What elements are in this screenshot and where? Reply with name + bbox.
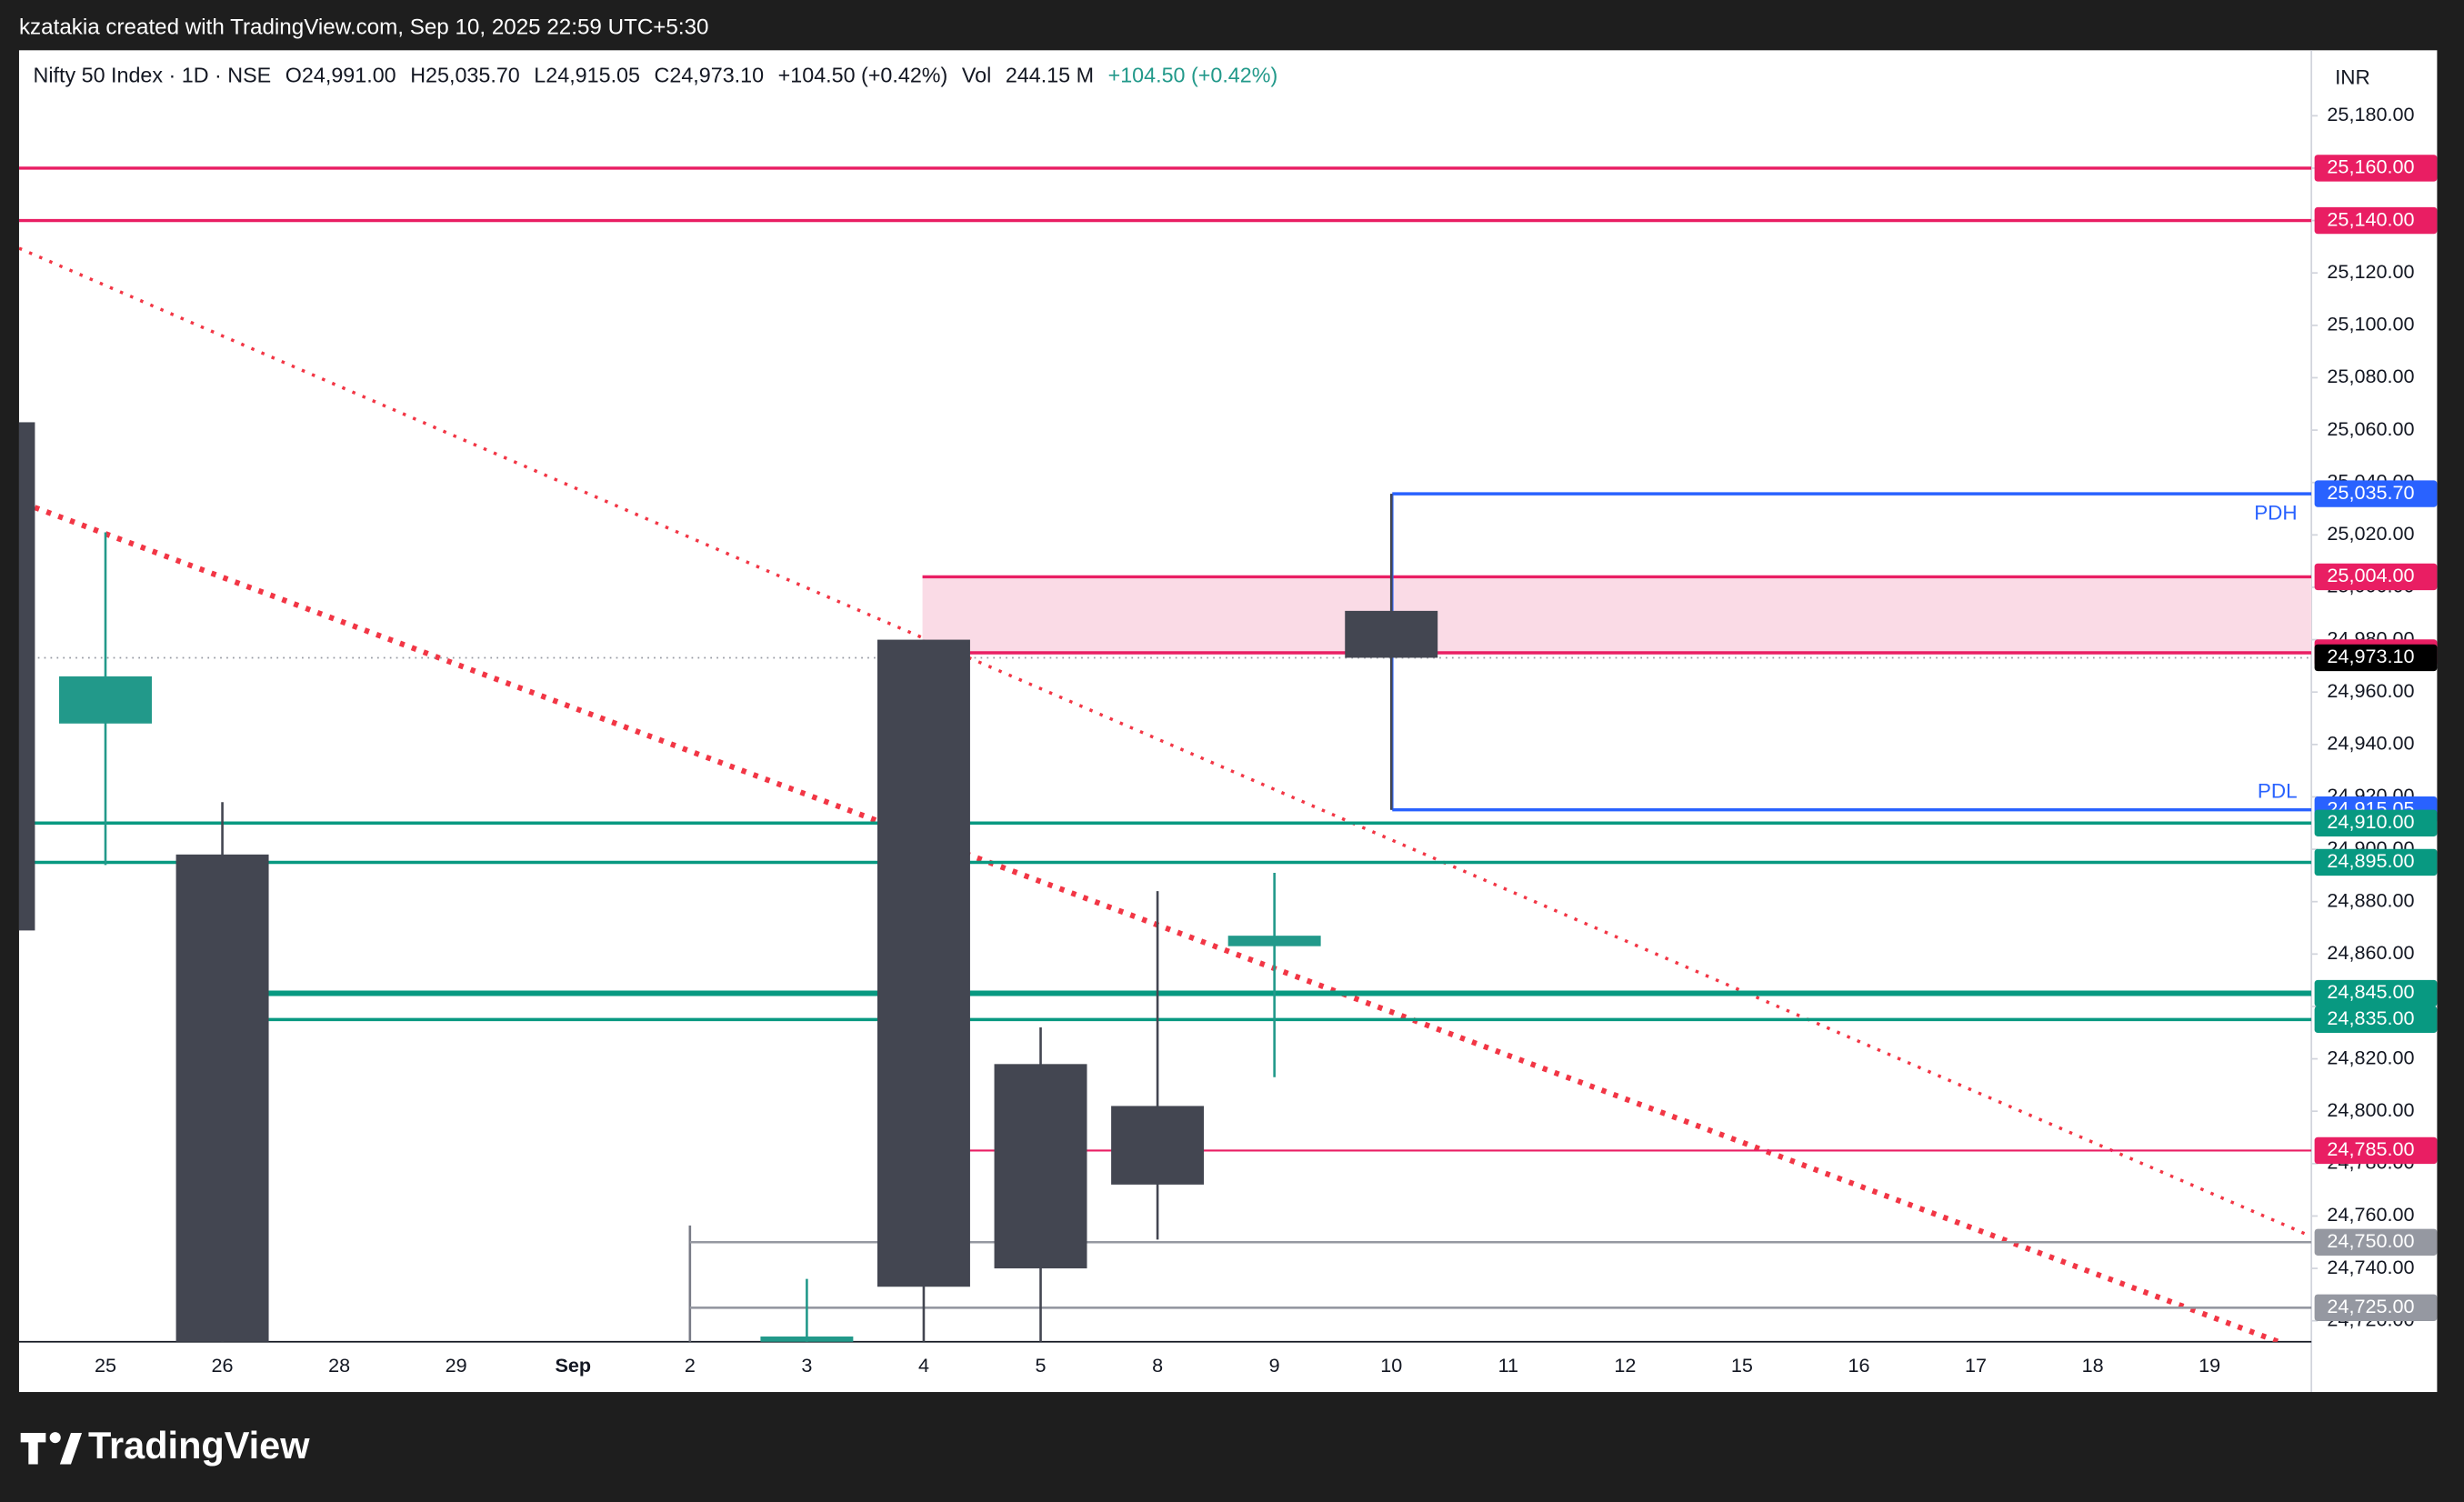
legend-item: +104.50 (+0.42%) [1108,64,1278,87]
x-tick-label: 11 [1498,1354,1518,1377]
level-label-bg [2314,563,2438,591]
level-label-bg [2314,848,2438,876]
x-tick-label: 16 [1848,1354,1869,1377]
x-tick-label: 2 [685,1354,696,1377]
x-tick-label: 10 [1380,1354,1402,1377]
candle-body [1345,610,1438,658]
logo-icon [20,1432,46,1465]
y-tick-label: 24,760.00 [2327,1203,2414,1226]
y-tick-label: 25,180.00 [2327,103,2414,125]
level-label-bg [2314,155,2438,182]
x-tick-label: 18 [2082,1354,2104,1377]
level-label: 24,785.00 [2327,1137,2414,1160]
candle-body [1111,1106,1205,1185]
y-tick-label: 24,940.00 [2327,732,2414,755]
x-tick-label: 4 [918,1354,929,1377]
level-label: 25,140.00 [2327,207,2414,230]
level-label-bg [2314,644,2438,672]
brand-logo: TradingView [20,1424,310,1467]
y-tick-label: 24,820.00 [2327,1046,2414,1068]
level-label: 24,845.00 [2327,980,2414,1003]
logo-icon [59,1432,83,1465]
brand: TradingView [88,1424,310,1467]
candle-body [760,1336,854,1342]
y-tick-label: 24,740.00 [2327,1256,2414,1278]
level-label-bg [2314,480,2438,507]
x-tick-label: 25 [95,1354,116,1377]
legend-item: 24,973.10 [669,64,764,87]
legend-item: 24,915.05 [546,64,640,87]
x-tick-label: 12 [1614,1354,1636,1377]
level-label: 25,160.00 [2327,155,2414,178]
y-tick-label: 25,080.00 [2327,365,2414,387]
x-tick-label: 29 [446,1354,467,1377]
x-tick-label: 26 [212,1354,234,1377]
legend-item: C [655,64,670,87]
level-label: 24,973.10 [2327,645,2414,667]
level-label: 24,725.00 [2327,1295,2414,1317]
attribution: kzatakia created with TradingView.com, S… [19,15,709,39]
level-label-bg [2314,809,2438,836]
candle-body [1227,936,1321,946]
legend-item: 24,991.00 [302,64,396,87]
y-tick-label: 25,060.00 [2327,417,2414,440]
level-label-bg [2314,1294,2438,1321]
legend: Nifty 50 Index · 1D · NSE O24,991.00 H25,0… [34,64,1278,87]
logo-icon [49,1432,61,1444]
y-tick-label: 25,020.00 [2327,522,2414,545]
legend-item: 244.15 M [1006,64,1094,87]
level-label: 24,895.00 [2327,849,2414,872]
candle-body [876,639,970,1287]
x-tick-label: 9 [1269,1354,1280,1377]
y-tick-label: 24,800.00 [2327,1098,2414,1121]
legend-item: H [410,64,426,87]
level-label: 24,835.00 [2327,1006,2414,1029]
candle-body [18,422,35,931]
level-label-bg [2314,1137,2438,1165]
y-tick-label: 25,100.00 [2327,313,2414,335]
legend-item: Vol [962,64,991,87]
level-label: 24,750.00 [2327,1229,2414,1252]
level-label: 25,035.70 [2327,481,2414,504]
y-tick-label: 25,120.00 [2327,260,2414,283]
level-label-bg [2314,1228,2438,1256]
x-tick-label: 3 [801,1354,812,1377]
legend-item: 25,035.70 [426,64,520,87]
plot: PDH PDL [18,166,2312,1342]
annotation: PDL [2258,780,2298,803]
y-tick-label: 24,880.00 [2327,888,2414,911]
x-tick-label: 5 [1036,1354,1047,1377]
level-label-bg [2314,1006,2438,1034]
candle-body [994,1064,1087,1269]
level-label: 24,910.00 [2327,810,2414,833]
x-tick-label: 19 [2199,1354,2220,1377]
x-tick-label: 15 [1731,1354,1753,1377]
candle-body [59,676,152,724]
legend-item: +104.50 (+0.42%) [778,64,948,87]
annotation: PDH [2254,501,2297,524]
level-label-bg [2314,979,2438,1007]
zone [922,576,2312,653]
currency: INR [2335,65,2370,88]
axes: 25,180.00 25,160.00 25,140.00 25,120.00 25,1… [95,103,2438,1377]
legend-item: O [285,64,302,87]
x-tick-label: 17 [1965,1354,1987,1377]
level-label-bg [2314,206,2438,235]
legend-title: Nifty 50 Index · 1D · NSE [34,64,272,87]
x-tick-label: 28 [328,1354,350,1377]
level-label: 25,004.00 [2327,564,2414,586]
trend-line [18,246,2312,1238]
chart-panel [18,50,2438,1393]
legend-item: L [534,64,546,87]
x-tick-label: 8 [1152,1354,1163,1377]
x-tick-label: Sep [555,1354,591,1377]
y-tick-label: 24,960.00 [2327,679,2414,702]
y-tick-label: 24,860.00 [2327,941,2414,964]
candle-body [175,854,269,1342]
